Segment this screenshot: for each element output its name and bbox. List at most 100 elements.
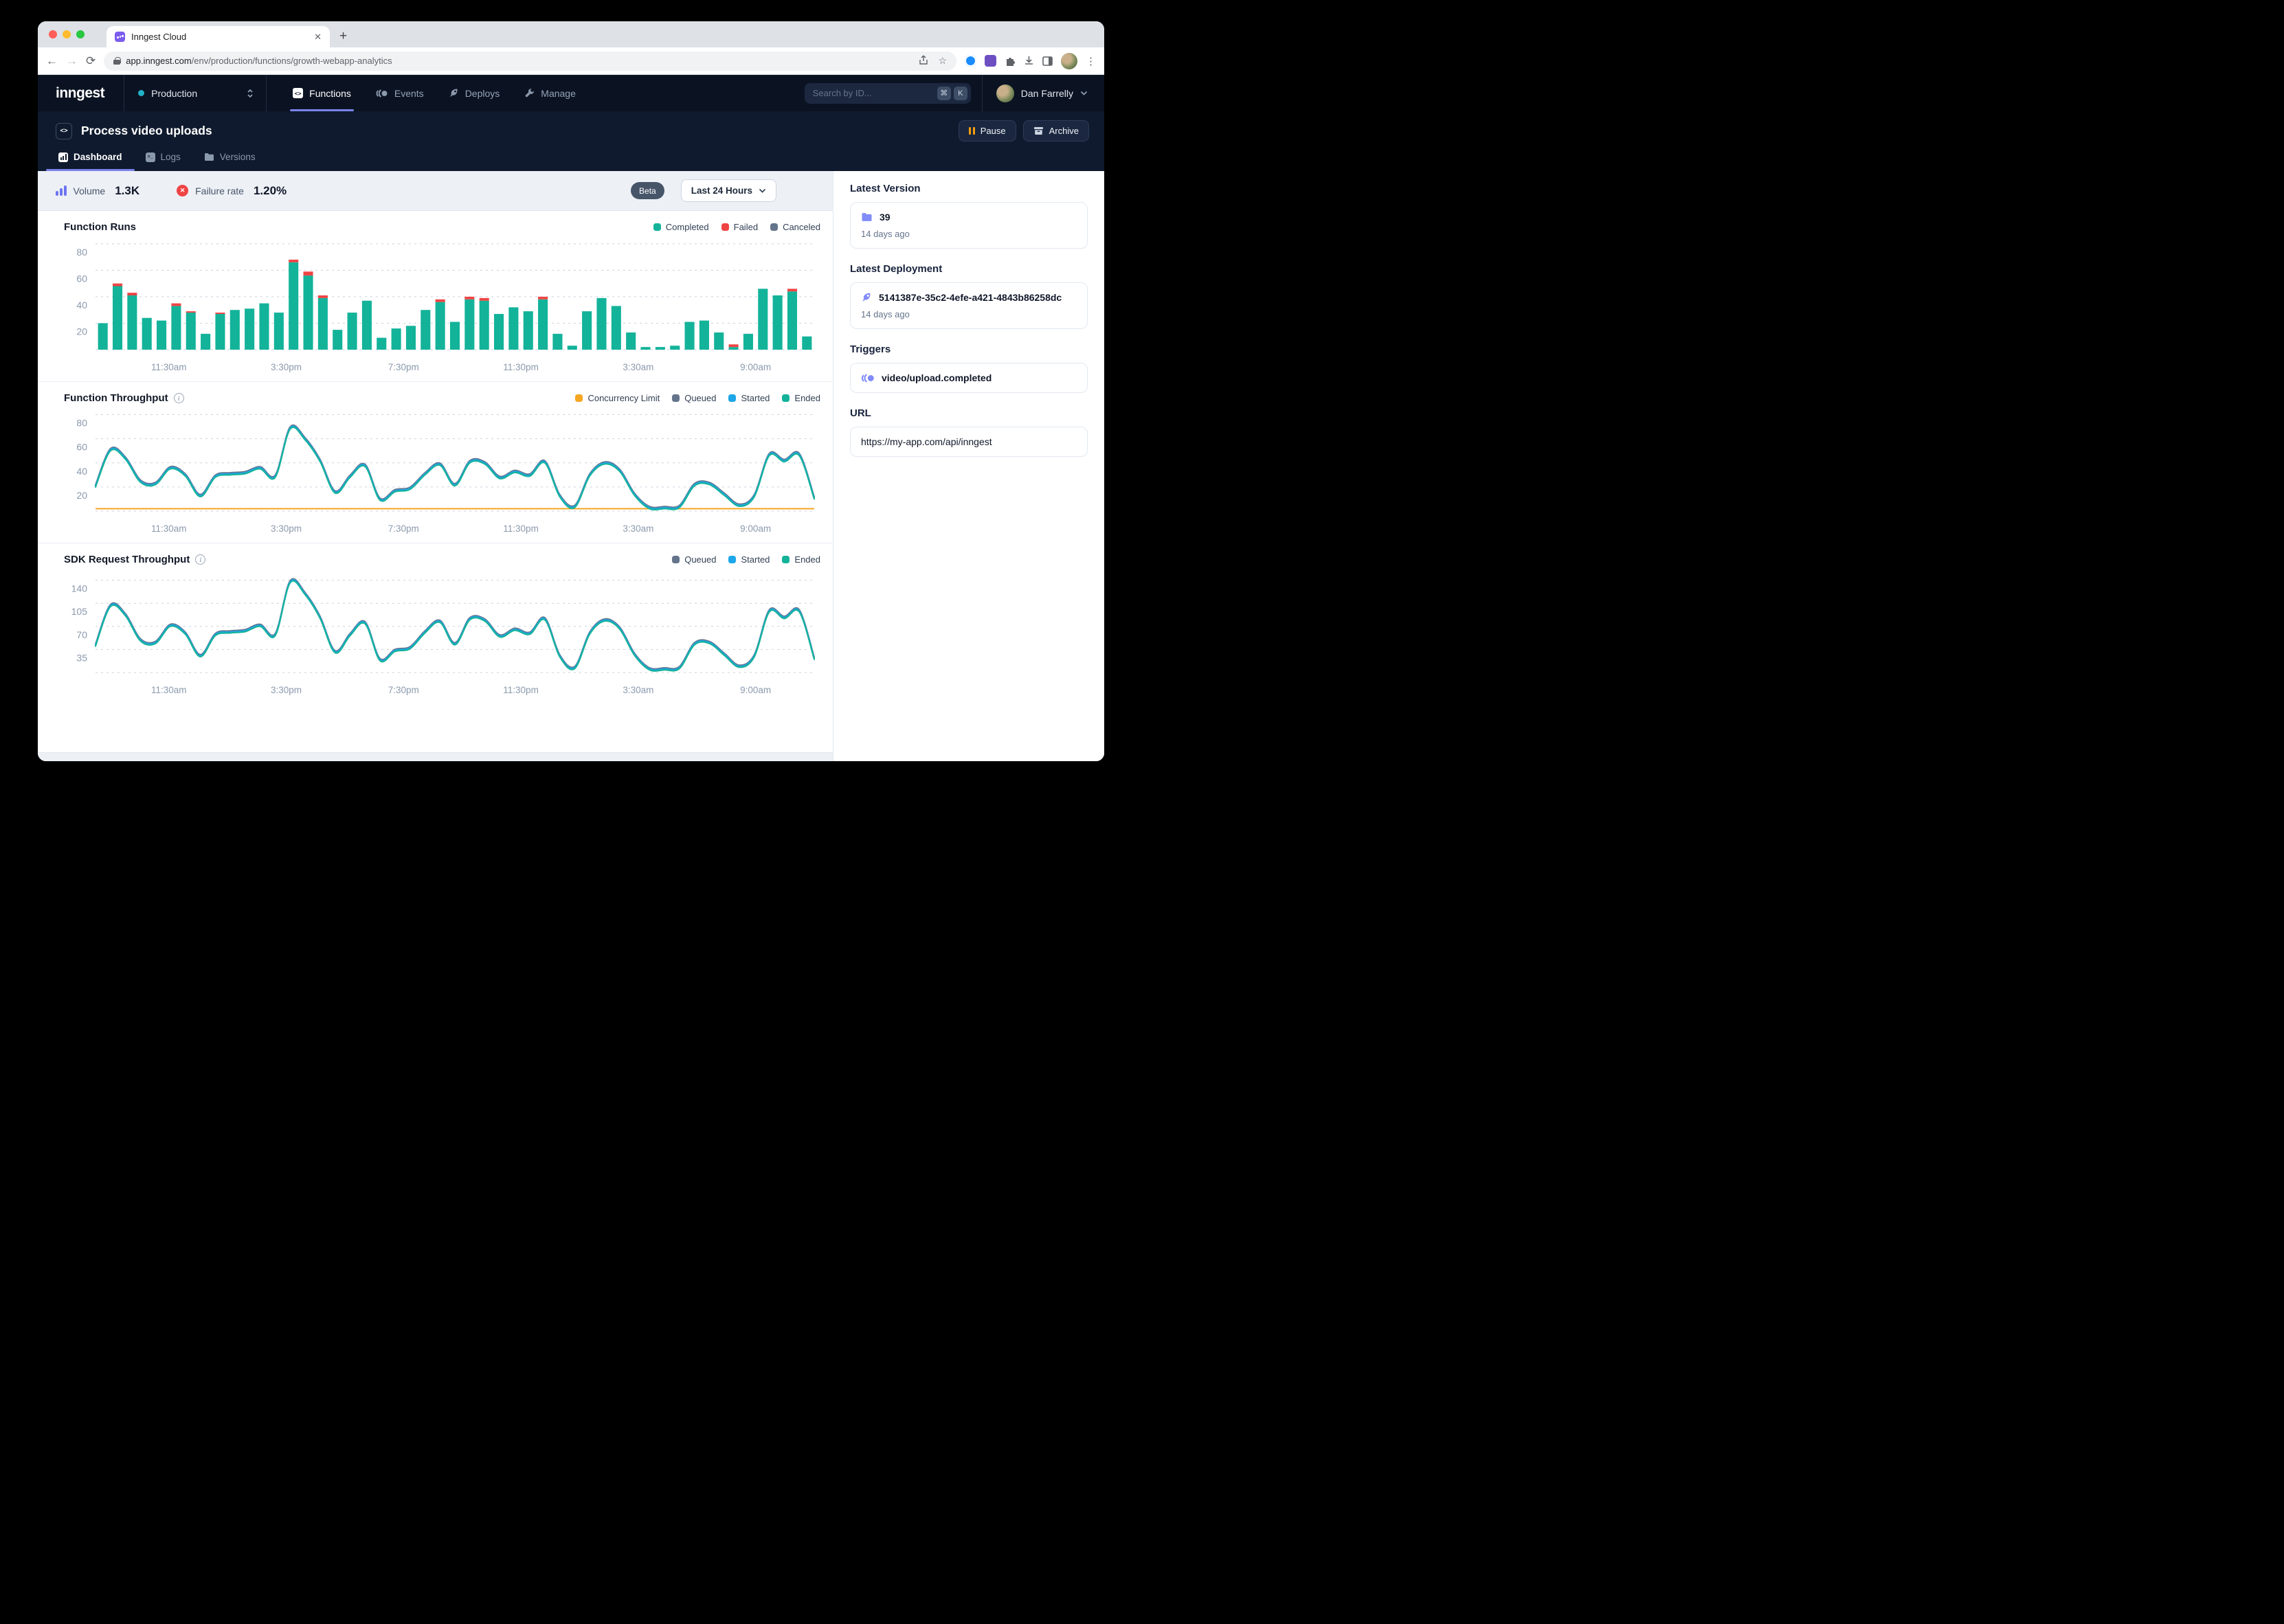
volume-value: 1.3K — [115, 183, 140, 197]
legend-item[interactable]: Completed — [653, 222, 709, 232]
legend-label: Completed — [665, 222, 709, 232]
tab-dashboard[interactable]: Dashboard — [46, 152, 134, 171]
browser-tab[interactable]: Inngest Cloud ✕ — [107, 26, 330, 47]
legend-swatch — [782, 394, 790, 402]
footer-strip — [38, 752, 833, 761]
latest-deployment-card[interactable]: 5141387e-35c2-4efe-a421-4843b86258dc 14 … — [850, 282, 1088, 329]
back-icon[interactable]: ← — [46, 54, 58, 67]
svg-text:3:30pm: 3:30pm — [271, 523, 302, 534]
legend-label: Started — [741, 393, 770, 403]
pause-button[interactable]: Pause — [959, 120, 1016, 142]
page-title: Process video uploads — [81, 124, 212, 137]
nav-item-manage[interactable]: Manage — [515, 75, 585, 111]
tab-close-icon[interactable]: ✕ — [314, 31, 322, 42]
archive-button[interactable]: Archive — [1022, 120, 1089, 142]
legend-swatch — [653, 223, 661, 231]
svg-text:70: 70 — [76, 629, 87, 640]
extensions-puzzle-icon[interactable] — [1005, 56, 1016, 67]
sdk-throughput-section: SDK Request Throughput i Queued Started En… — [38, 543, 833, 704]
pause-icon — [969, 127, 975, 135]
svg-text:7:30pm: 7:30pm — [388, 523, 419, 534]
user-menu[interactable]: Dan Farrelly — [981, 75, 1104, 111]
info-icon[interactable]: i — [195, 554, 206, 565]
svg-text:40: 40 — [76, 466, 87, 477]
legend-label: Queued — [684, 554, 717, 565]
search-box[interactable]: ⌘ K — [804, 82, 971, 104]
search-input[interactable] — [812, 88, 934, 98]
function-runs-section: Function Runs Completed Failed Canceled 20… — [38, 211, 833, 381]
tab-dashboard-label: Dashboard — [74, 152, 122, 162]
function-throughput-chart: 20 40 60 80 11:30am 3:30pm 7:30pm 11:30pm 3:30am… — [76, 414, 816, 534]
time-range-select[interactable]: Last 24 Hours — [680, 179, 776, 202]
inngest-favicon-icon — [115, 32, 125, 42]
svg-text:11:30pm: 11:30pm — [503, 362, 539, 372]
browser-menu-icon[interactable]: ⋮ — [1086, 55, 1096, 67]
maximize-window-button[interactable] — [76, 30, 85, 38]
browser-extensions-area: ⋮ — [965, 52, 1096, 69]
close-window-button[interactable] — [49, 30, 57, 38]
nav-events-label: Events — [394, 87, 424, 99]
tab-logs[interactable]: >_ Logs — [143, 152, 183, 171]
svg-text:11:30pm: 11:30pm — [503, 523, 539, 534]
failure-rate-value: 1.20% — [253, 183, 287, 197]
legend-item[interactable]: Queued — [672, 393, 716, 403]
environment-status-dot — [138, 90, 145, 96]
legend-item[interactable]: Canceled — [770, 222, 820, 232]
info-icon[interactable]: i — [173, 393, 184, 403]
triggers-heading: Triggers — [850, 343, 891, 355]
reload-icon[interactable]: ⟳ — [86, 54, 96, 67]
user-avatar — [996, 84, 1014, 102]
nav-item-deploys[interactable]: Deploys — [439, 75, 510, 111]
legend-item[interactable]: Ended — [782, 393, 820, 403]
minimize-window-button[interactable] — [63, 30, 71, 38]
tab-title: Inngest Cloud — [131, 32, 187, 42]
legend-swatch — [672, 556, 680, 563]
nav-item-events[interactable]: Events — [366, 75, 434, 111]
password-extension-icon[interactable] — [965, 55, 976, 67]
inngest-logo[interactable]: inngest — [56, 84, 105, 101]
function-runs-title: Function Runs — [64, 221, 136, 233]
logs-terminal-icon: >_ — [145, 152, 155, 162]
dashboard-main: Volume 1.3K ✕ Failure rate 1.20% Beta La… — [38, 171, 833, 761]
sdk-throughput-title: SDK Request Throughput — [64, 554, 190, 565]
environment-switcher[interactable]: Production — [124, 75, 266, 111]
purple-extension-icon[interactable] — [985, 55, 996, 67]
tab-versions[interactable]: Versions — [201, 152, 258, 171]
function-header: <> Process video uploads Pause Archive — [38, 111, 1104, 171]
svg-text:7:30pm: 7:30pm — [388, 685, 419, 695]
bookmark-star-icon[interactable]: ☆ — [938, 55, 947, 66]
forward-icon[interactable]: → — [66, 54, 78, 67]
archive-label: Archive — [1049, 126, 1079, 136]
legend-item[interactable]: Queued — [672, 554, 716, 565]
svg-text:11:30am: 11:30am — [151, 685, 187, 695]
url-card: https://my-app.com/api/inngest — [850, 427, 1088, 457]
k-key-badge: K — [953, 86, 967, 100]
share-icon[interactable] — [919, 55, 928, 65]
legend-item[interactable]: Concurrency Limit — [575, 393, 660, 403]
legend-item[interactable]: Failed — [721, 222, 758, 232]
legend-label: Ended — [794, 393, 820, 403]
url-path: /env/production/functions/growth-webapp-… — [191, 56, 392, 66]
function-throughput-legend: Concurrency Limit Queued Started Ended — [575, 393, 820, 403]
functions-icon: <> — [293, 88, 304, 98]
legend-item[interactable]: Started — [728, 393, 770, 403]
sidebar-panel-icon[interactable] — [1042, 56, 1053, 66]
svg-text:11:30am: 11:30am — [151, 523, 187, 534]
svg-text:3:30am: 3:30am — [623, 685, 653, 695]
legend-item[interactable]: Started — [728, 554, 770, 565]
address-bar[interactable]: app.inngest.com/env/production/functions… — [104, 51, 956, 71]
volume-label: Volume — [73, 185, 106, 196]
legend-item[interactable]: Ended — [782, 554, 820, 565]
legend-label: Canceled — [783, 222, 820, 232]
latest-version-value: 39 — [880, 212, 891, 223]
browser-profile-avatar[interactable] — [1061, 52, 1077, 69]
new-tab-button[interactable]: + — [339, 29, 348, 43]
nav-item-functions[interactable]: <> Functions — [283, 75, 361, 111]
latest-version-card[interactable]: 39 14 days ago — [850, 202, 1088, 249]
dashboard-icon — [58, 152, 68, 162]
environment-name: Production — [151, 87, 198, 99]
window-controls — [49, 30, 85, 38]
details-sidebar: Latest Version 39 14 days ago Latest Dep… — [833, 171, 1104, 761]
tab-logs-label: Logs — [160, 152, 181, 162]
downloads-icon[interactable] — [1024, 56, 1034, 66]
